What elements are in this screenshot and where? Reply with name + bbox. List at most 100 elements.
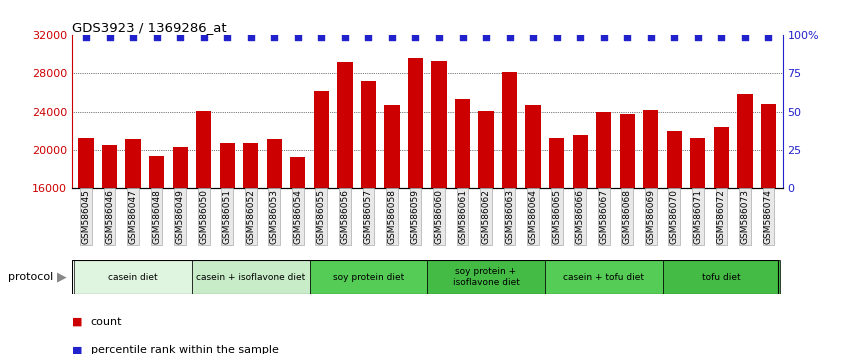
Point — [244, 34, 257, 40]
Text: ▶: ▶ — [57, 270, 66, 284]
Bar — [478, 110, 494, 188]
Bar — [408, 58, 423, 188]
Text: GSM586060: GSM586060 — [435, 189, 443, 244]
Point — [432, 34, 446, 40]
Text: casein + tofu diet: casein + tofu diet — [563, 273, 644, 281]
Text: GSM586050: GSM586050 — [199, 189, 208, 244]
FancyBboxPatch shape — [662, 260, 780, 294]
Bar — [243, 143, 258, 188]
Text: count: count — [91, 317, 122, 327]
FancyBboxPatch shape — [192, 260, 310, 294]
Bar — [737, 95, 753, 188]
Text: GSM586056: GSM586056 — [340, 189, 349, 244]
Text: GSM586054: GSM586054 — [294, 189, 302, 244]
Text: GSM586062: GSM586062 — [481, 189, 491, 244]
Point — [361, 34, 375, 40]
Text: GSM586051: GSM586051 — [222, 189, 232, 244]
Point — [667, 34, 681, 40]
Text: protocol: protocol — [8, 272, 53, 282]
Bar — [338, 62, 353, 188]
Text: GSM586055: GSM586055 — [317, 189, 326, 244]
Text: GSM586047: GSM586047 — [129, 189, 138, 244]
Bar — [149, 156, 164, 188]
Bar — [761, 104, 776, 188]
Point — [291, 34, 305, 40]
Bar — [314, 91, 329, 188]
FancyBboxPatch shape — [545, 260, 662, 294]
Point — [597, 34, 611, 40]
Bar — [690, 138, 706, 188]
Point — [691, 34, 705, 40]
Bar — [102, 145, 118, 188]
Point — [526, 34, 540, 40]
Text: GSM586058: GSM586058 — [387, 189, 397, 244]
Text: GSM586065: GSM586065 — [552, 189, 561, 244]
Bar — [79, 138, 94, 188]
Bar — [290, 157, 305, 188]
Text: ■: ■ — [72, 317, 82, 327]
Point — [173, 34, 187, 40]
Bar — [220, 143, 235, 188]
Text: GSM586064: GSM586064 — [529, 189, 537, 244]
Text: GSM586067: GSM586067 — [599, 189, 608, 244]
Text: GSM586068: GSM586068 — [623, 189, 632, 244]
Text: GSM586061: GSM586061 — [458, 189, 467, 244]
Bar — [619, 114, 634, 188]
Point — [315, 34, 328, 40]
Text: GSM586066: GSM586066 — [575, 189, 585, 244]
Bar — [714, 127, 729, 188]
Text: tofu diet: tofu diet — [702, 273, 741, 281]
Point — [480, 34, 493, 40]
Bar — [667, 131, 682, 188]
Text: soy protein diet: soy protein diet — [332, 273, 404, 281]
Text: GSM586059: GSM586059 — [411, 189, 420, 244]
Bar — [125, 139, 140, 188]
Point — [267, 34, 281, 40]
Point — [715, 34, 728, 40]
Text: ■: ■ — [72, 346, 82, 354]
Bar — [525, 105, 541, 188]
Point — [103, 34, 117, 40]
Text: percentile rank within the sample: percentile rank within the sample — [91, 346, 278, 354]
Text: GSM586049: GSM586049 — [176, 189, 184, 244]
Text: GSM586045: GSM586045 — [81, 189, 91, 244]
Point — [80, 34, 93, 40]
Text: GSM586074: GSM586074 — [764, 189, 773, 244]
Bar — [196, 110, 212, 188]
Point — [409, 34, 422, 40]
FancyBboxPatch shape — [74, 260, 192, 294]
Text: GSM586053: GSM586053 — [270, 189, 279, 244]
Bar — [596, 113, 612, 188]
Bar — [173, 147, 188, 188]
Text: GSM586069: GSM586069 — [646, 189, 656, 244]
Point — [126, 34, 140, 40]
Point — [456, 34, 470, 40]
Bar — [266, 139, 282, 188]
Text: GSM586048: GSM586048 — [152, 189, 161, 244]
Bar — [360, 81, 376, 188]
Bar — [384, 105, 399, 188]
Text: GSM586057: GSM586057 — [364, 189, 373, 244]
Point — [550, 34, 563, 40]
Text: GSM586073: GSM586073 — [740, 189, 750, 244]
Bar — [549, 138, 564, 188]
Text: GSM586072: GSM586072 — [717, 189, 726, 244]
FancyBboxPatch shape — [427, 260, 545, 294]
Point — [338, 34, 352, 40]
Text: casein diet: casein diet — [108, 273, 158, 281]
FancyBboxPatch shape — [310, 260, 427, 294]
Bar — [502, 72, 517, 188]
Bar — [573, 135, 588, 188]
Point — [574, 34, 587, 40]
Bar — [431, 61, 447, 188]
Point — [761, 34, 775, 40]
Point — [644, 34, 657, 40]
Text: GSM586063: GSM586063 — [505, 189, 514, 244]
Text: soy protein +
isoflavone diet: soy protein + isoflavone diet — [453, 267, 519, 287]
Point — [738, 34, 751, 40]
Point — [620, 34, 634, 40]
Point — [197, 34, 211, 40]
Text: GDS3923 / 1369286_at: GDS3923 / 1369286_at — [72, 21, 227, 34]
Point — [503, 34, 516, 40]
Text: casein + isoflavone diet: casein + isoflavone diet — [196, 273, 305, 281]
